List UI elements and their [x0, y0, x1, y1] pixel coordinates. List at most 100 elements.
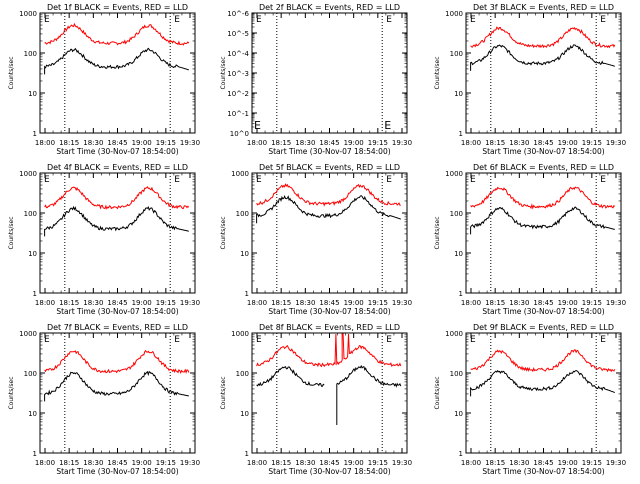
x-tick-label: 18:30	[509, 299, 529, 307]
x-tick-label: 19:30	[606, 139, 626, 147]
event-marker-label: E	[386, 15, 392, 25]
event-marker-label: E	[600, 335, 606, 345]
panel-det-2: Det 2f BLACK = Events, RED = LLD 10^0 10^-…	[220, 3, 412, 156]
y-tick-label: 1000	[19, 170, 37, 178]
plot-frame	[465, 12, 622, 134]
chart-title: Det 6f BLACK = Events, RED = LLD	[473, 163, 614, 172]
events-series-line	[256, 195, 401, 224]
y-axis-label: Counts/sec	[220, 376, 227, 409]
event-marker-label: E	[44, 15, 50, 25]
y-tick-label: 10	[454, 410, 463, 418]
lld-series-line	[44, 186, 190, 210]
x-tick-label: 18:15	[59, 299, 79, 307]
y-tick-label: 10^-5	[227, 30, 249, 38]
chart-title: Det 5f BLACK = Events, RED = LLD	[259, 163, 400, 172]
event-marker-label: E	[470, 15, 476, 25]
event-marker-label: E	[256, 335, 262, 345]
y-tick-label: 10^-3	[227, 70, 249, 78]
y-tick-label: 10	[454, 90, 463, 98]
x-tick-label: 19:15	[582, 459, 602, 467]
x-tick-label: 19:00	[558, 139, 578, 147]
x-tick-label: 19:15	[582, 139, 602, 147]
y-tick-label: 10	[28, 250, 37, 258]
x-tick-label: 18:15	[485, 459, 505, 467]
lld-series-line	[470, 186, 616, 210]
y-tick-label: 10	[240, 410, 249, 418]
lld-series-line	[256, 333, 402, 368]
y-tick-label: 10^-4	[227, 50, 249, 58]
panel-det-6: Det 6f BLACK = Events, RED = LLD 1 10 100 10…	[434, 163, 626, 316]
x-tick-label: 19:15	[368, 459, 388, 467]
plot-frame	[465, 332, 622, 454]
x-tick-label: 18:00	[35, 299, 55, 307]
y-tick-label: 10^-6	[227, 10, 249, 18]
lld-series-line	[470, 349, 616, 373]
y-axis-label: Counts/sec	[8, 56, 15, 89]
y-tick-label: 1	[33, 290, 37, 298]
x-tick-label: 19:30	[606, 459, 626, 467]
x-tick-label: 18:45	[533, 139, 553, 147]
events-series-line	[256, 365, 325, 387]
x-tick-label: 19:30	[180, 139, 200, 147]
y-tick-label: 10^-1	[227, 110, 249, 118]
x-tick-label: 18:30	[295, 299, 315, 307]
events-series-line	[470, 369, 616, 397]
x-tick-label: 19:00	[132, 459, 152, 467]
event-marker-label: E	[44, 175, 50, 185]
y-tick-label: 1000	[231, 170, 249, 178]
x-axis-label: Start Time (30-Nov-07 18:54:00)	[268, 307, 390, 316]
event-marker-label: E	[470, 175, 476, 185]
plot-frame	[39, 172, 196, 294]
y-tick-label: 1	[33, 130, 37, 138]
x-tick-label: 18:15	[59, 139, 79, 147]
y-tick-label: 100	[24, 370, 37, 378]
y-tick-label: 100	[236, 370, 249, 378]
events-series-line	[44, 205, 189, 237]
x-tick-label: 19:15	[156, 459, 176, 467]
plot-frame	[39, 12, 196, 134]
x-tick-label: 18:30	[295, 139, 315, 147]
event-marker-label: E	[470, 335, 476, 345]
events-series-line	[470, 44, 615, 71]
y-tick-label: 100	[450, 370, 463, 378]
y-tick-label: 10	[28, 410, 37, 418]
y-tick-label: 1	[245, 290, 249, 298]
x-tick-label: 18:45	[319, 299, 339, 307]
x-tick-label: 19:30	[180, 299, 200, 307]
event-marker-label: E	[600, 175, 606, 185]
x-tick-label: 19:00	[132, 299, 152, 307]
y-tick-label: 1000	[231, 330, 249, 338]
x-axis-label: Start Time (30-Nov-07 18:54:00)	[268, 467, 390, 476]
event-marker-label: E	[256, 175, 262, 185]
x-axis-label: Start Time (30-Nov-07 18:54:00)	[482, 307, 604, 316]
y-axis-label: Counts/sec	[220, 56, 227, 89]
x-tick-label: 19:15	[368, 299, 388, 307]
x-tick-label: 18:15	[485, 139, 505, 147]
y-axis-label: Counts/sec	[220, 216, 227, 249]
panel-det-4: Det 4f BLACK = Events, RED = LLD 1 10 100 10…	[8, 163, 200, 316]
y-tick-label: 100	[24, 50, 37, 58]
event-marker-label: E	[174, 15, 180, 25]
x-tick-label: 18:30	[83, 299, 103, 307]
plot-frame	[251, 172, 408, 294]
lld-series-line	[44, 349, 190, 374]
x-tick-label: 19:30	[392, 139, 412, 147]
x-tick-label: 19:30	[180, 459, 200, 467]
y-tick-label: 100	[450, 50, 463, 58]
events-series-line	[336, 364, 402, 425]
x-axis-label: Start Time (30-Nov-07 18:54:00)	[56, 307, 178, 316]
event-marker-label: E	[256, 15, 262, 25]
panel-det-1: Det 1f BLACK = Events, RED = LLD 1 10 100 10…	[8, 3, 200, 156]
x-tick-label: 18:45	[533, 299, 553, 307]
x-tick-label: 18:00	[35, 459, 55, 467]
x-tick-label: 19:00	[344, 299, 364, 307]
chart-title: Det 8f BLACK = Events, RED = LLD	[259, 323, 400, 332]
y-tick-label: 1	[459, 450, 463, 458]
y-tick-label: 1000	[445, 330, 463, 338]
event-marker-label: E	[254, 119, 261, 132]
panel-det-3: Det 3f BLACK = Events, RED = LLD 1 10 100 10…	[434, 3, 626, 156]
x-tick-label: 19:15	[582, 299, 602, 307]
y-axis-label: Counts/sec	[434, 376, 441, 409]
